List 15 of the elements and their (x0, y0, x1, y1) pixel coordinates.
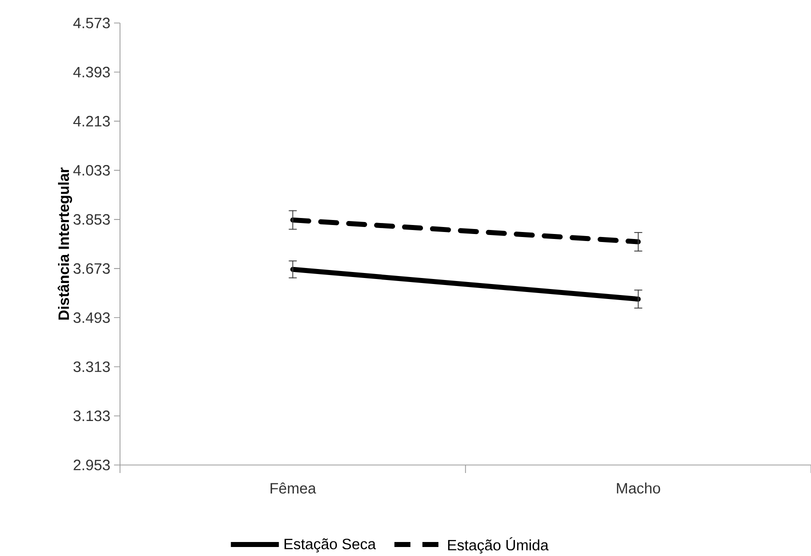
x-tick-label: Fêmea (270, 482, 316, 494)
y-tick-label: 4.573 (73, 18, 110, 28)
legend-label: Estação Seca (284, 538, 376, 552)
y-tick-label: 3.853 (74, 214, 110, 225)
y-tick-label: 4.393 (73, 66, 110, 78)
x-tick-label: Macho (616, 482, 660, 494)
y-tick-label: 4.033 (73, 165, 110, 176)
y-tick-label: 4.213 (73, 116, 110, 127)
y-tick-label: 3.133 (74, 410, 110, 422)
y-tick-label: 3.313 (74, 361, 110, 372)
y-tick-label: 2.953 (74, 460, 110, 470)
y-axis-title: Distância Intertegular (58, 168, 72, 320)
y-tick-label: 3.493 (74, 312, 110, 323)
y-tick-label: 3.673 (74, 263, 110, 274)
legend-label: Estação Úmida (448, 537, 549, 554)
